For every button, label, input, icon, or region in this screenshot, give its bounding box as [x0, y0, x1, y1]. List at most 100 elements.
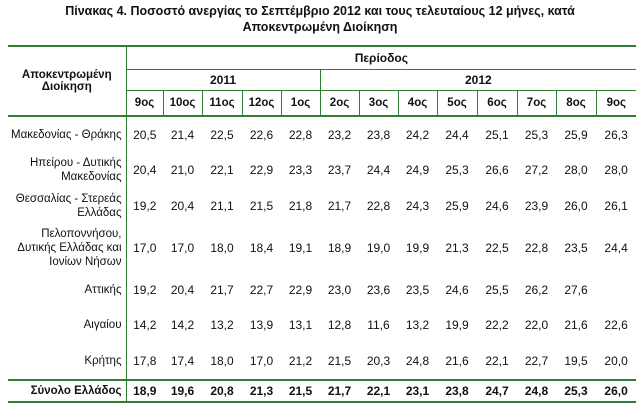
- value-cell: 18,0: [210, 241, 234, 255]
- region-label: Αττικής: [8, 272, 127, 308]
- value-cell: 24,7: [477, 379, 517, 403]
- value-cell: 24,4: [366, 163, 391, 177]
- value-cell: 28,0: [604, 163, 628, 177]
- value-cell: 25,5: [485, 283, 509, 297]
- value-cell: 19,9: [445, 318, 469, 332]
- region-label: Κρήτης: [8, 342, 127, 380]
- value-cell: 21,4: [170, 127, 195, 142]
- value-cell: 18,0: [210, 353, 234, 368]
- value-cell: 13,2: [405, 318, 430, 332]
- value-cell: 24,2: [405, 127, 430, 142]
- value-cell: 21,8: [288, 199, 313, 213]
- table-row: Μακεδονίας - Θράκης 20,5 21,4 22,5 22,6 22,8 2…: [8, 116, 636, 152]
- value-cell: 14,2: [133, 318, 157, 332]
- value-cell: 19,5: [564, 353, 588, 368]
- value-cell: 27,6: [564, 283, 588, 297]
- value-cell: 24,9: [405, 163, 430, 177]
- value-cell: 22,7: [524, 353, 549, 368]
- title-line-1: Πίνακας 4. Ποσοστό ανεργίας το Σεπτέμβρι…: [65, 4, 575, 18]
- month-header: 7ος: [516, 90, 556, 117]
- value-cell: 22,8: [288, 127, 313, 142]
- region-label: Αιγαίου: [8, 308, 127, 342]
- month-header: 8ος: [555, 90, 596, 117]
- value-cell: 21,6: [564, 318, 588, 332]
- value-cell: 12,8: [327, 318, 352, 332]
- month-header: 9ος: [595, 90, 637, 117]
- period-header: Περίοδος: [126, 45, 637, 70]
- value-cell: 24,4: [604, 241, 628, 255]
- value-cell: 22,2: [485, 318, 509, 332]
- region-label: Μακεδονίας - Θράκης: [8, 116, 127, 152]
- value-cell: 11,6: [367, 318, 390, 332]
- value-cell: 25,3: [445, 163, 469, 177]
- value-cell: 22,1: [485, 353, 509, 368]
- value-cell: 25,9: [564, 127, 588, 142]
- value-cell: 24,6: [485, 199, 509, 213]
- year-2012-header: 2012: [320, 69, 637, 91]
- value-cell: 25,1: [485, 127, 509, 142]
- month-header: 4ος: [397, 90, 437, 117]
- value-cell: 24,3: [405, 199, 430, 213]
- table-row: Κρήτης 17,8 17,4 18,0 17,0 21,2 21,5 20,3 24,8 21…: [8, 342, 636, 380]
- value-cell: 21,1: [210, 199, 234, 213]
- value-cell: 23,8: [366, 127, 391, 142]
- value-cell: 18,4: [249, 241, 274, 255]
- value-cell: 22,9: [249, 163, 274, 177]
- value-cell: 17,4: [170, 353, 195, 368]
- region-label: Πελοποννήσου, Δυτικής Ελλάδας και Ιονίων…: [8, 224, 127, 272]
- value-cell: 23,5: [405, 283, 430, 297]
- value-cell: 18,9: [126, 379, 163, 403]
- month-header: 2ος: [319, 90, 359, 117]
- value-cell: 21,5: [249, 199, 274, 213]
- value-cell: 21,3: [242, 379, 281, 403]
- value-cell: 21,2: [288, 353, 313, 368]
- value-cell: 23,2: [327, 127, 352, 142]
- value-cell: 24,6: [445, 283, 469, 297]
- value-cell: 19,0: [366, 241, 391, 255]
- value-cell: 19,2: [133, 199, 157, 213]
- region-column-header: Αποκεντρωμένη Διοίκηση: [8, 45, 127, 117]
- value-cell: 21,5: [327, 353, 352, 368]
- value-cell: 13,2: [210, 318, 234, 332]
- value-cell: 20,3: [366, 353, 391, 368]
- unemployment-table: Αποκεντρωμένη Διοίκηση Περίοδος 2011 201…: [8, 45, 637, 403]
- value-cell: 19,9: [405, 241, 430, 255]
- table-row: Πελοποννήσου, Δυτικής Ελλάδας και Ιονίων…: [8, 224, 636, 272]
- value-cell: 24,4: [445, 127, 469, 142]
- value-cell: 21,6: [445, 353, 469, 368]
- value-cell: 25,9: [445, 199, 469, 213]
- month-header: 11ος: [201, 90, 242, 117]
- value-cell: 22,0: [524, 318, 549, 332]
- value-cell: 22,5: [485, 241, 509, 255]
- value-cell: 22,6: [604, 318, 628, 332]
- value-cell: 17,8: [133, 353, 157, 368]
- value-cell: 14,2: [170, 318, 195, 332]
- value-cell: 26,3: [604, 127, 628, 142]
- value-cell: 18,9: [327, 241, 352, 255]
- table-row: Αιγαίου 14,2 14,2 13,2 13,9 13,1 12,8 11,6 13,2 1…: [8, 308, 636, 342]
- value-cell: 23,8: [437, 379, 477, 403]
- month-header: 3ος: [358, 90, 398, 117]
- value-cell: 22,9: [288, 283, 313, 297]
- value-cell: 20,8: [202, 379, 242, 403]
- value-cell: 23,7: [327, 163, 352, 177]
- value-cell: 19,2: [133, 283, 157, 297]
- value-cell: 27,2: [524, 163, 549, 177]
- month-header: 5ος: [436, 90, 477, 117]
- value-cell: 13,1: [288, 318, 313, 332]
- value-cell: 22,1: [359, 379, 398, 403]
- value-cell: 19,6: [163, 379, 202, 403]
- value-cell: 20,5: [133, 127, 157, 142]
- month-header: 9ος: [126, 90, 163, 117]
- month-header: 10ος: [162, 90, 202, 117]
- value-cell: 20,4: [170, 199, 195, 213]
- value-cell: 23,0: [327, 283, 352, 297]
- total-label: Σύνολο Ελλάδος: [8, 379, 127, 403]
- month-header: 6ος: [476, 90, 517, 117]
- value-cell: 21,7: [210, 283, 234, 297]
- value-cell: 19,1: [288, 241, 313, 255]
- region-label: Ηπείρου - Δυτικής Μακεδονίας: [8, 152, 127, 188]
- value-cell: 13,9: [249, 318, 274, 332]
- value-cell: 21,5: [281, 379, 320, 403]
- value-cell: 21,7: [320, 379, 359, 403]
